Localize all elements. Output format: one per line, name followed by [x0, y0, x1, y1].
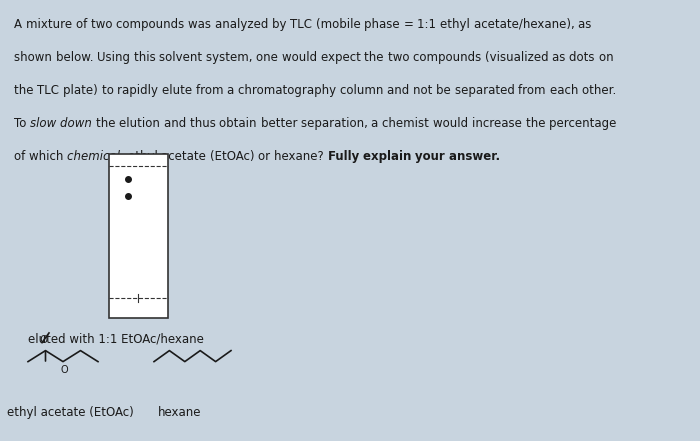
Text: increase: increase: [472, 117, 526, 130]
Text: elute: elute: [162, 84, 196, 97]
Text: of: of: [14, 150, 29, 163]
Text: separated: separated: [454, 84, 518, 97]
Text: be: be: [436, 84, 454, 97]
Text: compounds: compounds: [116, 18, 188, 30]
Text: the: the: [526, 117, 549, 130]
Text: two: two: [90, 18, 116, 30]
Text: 1:1: 1:1: [417, 18, 440, 30]
Text: and: and: [387, 84, 413, 97]
Text: answer.: answer.: [449, 150, 505, 163]
Text: TLC: TLC: [37, 84, 63, 97]
Text: chemical,: chemical,: [67, 150, 127, 163]
Text: the: the: [365, 51, 388, 64]
Text: as: as: [552, 51, 569, 64]
Text: two: two: [388, 51, 413, 64]
Text: TLC: TLC: [290, 18, 316, 30]
Text: other.: other.: [582, 84, 620, 97]
Text: would: would: [282, 51, 321, 64]
Text: ethyl: ethyl: [127, 150, 161, 163]
Text: down: down: [60, 117, 96, 130]
Text: by: by: [272, 18, 290, 30]
Text: chromatography: chromatography: [238, 84, 340, 97]
Text: and: and: [164, 117, 190, 130]
Text: the: the: [14, 84, 37, 97]
Text: the: the: [96, 117, 119, 130]
Text: your: your: [415, 150, 449, 163]
Text: phase: phase: [364, 18, 404, 30]
Text: would: would: [433, 117, 472, 130]
Text: not: not: [413, 84, 436, 97]
Text: thus: thus: [190, 117, 219, 130]
Text: expect: expect: [321, 51, 365, 64]
Text: hexane: hexane: [158, 406, 201, 419]
Text: each: each: [550, 84, 582, 97]
Text: a: a: [372, 117, 382, 130]
Text: rapidly: rapidly: [117, 84, 162, 97]
Text: from: from: [196, 84, 227, 97]
Text: To: To: [14, 117, 30, 130]
Text: analyzed: analyzed: [215, 18, 272, 30]
Text: below.: below.: [55, 51, 97, 64]
Text: as: as: [578, 18, 595, 30]
Text: shown: shown: [14, 51, 55, 64]
Text: (EtOAc): (EtOAc): [210, 150, 258, 163]
Text: percentage: percentage: [549, 117, 620, 130]
Text: explain: explain: [363, 150, 415, 163]
Text: (visualized: (visualized: [485, 51, 552, 64]
Text: A: A: [14, 18, 26, 30]
Text: a: a: [227, 84, 238, 97]
Text: Fully: Fully: [328, 150, 363, 163]
Text: plate): plate): [63, 84, 102, 97]
Text: from: from: [518, 84, 550, 97]
Text: of: of: [76, 18, 90, 30]
Text: eluted with 1:1 EtOAc/hexane: eluted with 1:1 EtOAc/hexane: [28, 333, 204, 346]
Text: column: column: [340, 84, 387, 97]
Text: slow: slow: [30, 117, 60, 130]
Text: ethyl: ethyl: [440, 18, 474, 30]
Text: on: on: [598, 51, 617, 64]
Text: acetate: acetate: [161, 150, 210, 163]
Text: was: was: [188, 18, 215, 30]
Text: chemist: chemist: [382, 117, 433, 130]
Text: one: one: [256, 51, 282, 64]
Text: which: which: [29, 150, 67, 163]
Text: obtain: obtain: [219, 117, 260, 130]
Text: ethyl acetate (EtOAc): ethyl acetate (EtOAc): [7, 406, 134, 419]
Text: compounds: compounds: [413, 51, 485, 64]
Text: O: O: [39, 335, 48, 344]
Text: dots: dots: [569, 51, 598, 64]
Text: to: to: [102, 84, 117, 97]
Text: O: O: [61, 365, 68, 374]
Text: solvent: solvent: [159, 51, 206, 64]
Text: mixture: mixture: [26, 18, 76, 30]
Text: acetate/hexane),: acetate/hexane),: [474, 18, 578, 30]
Text: Using: Using: [97, 51, 134, 64]
Bar: [108, 154, 168, 318]
Text: hexane?: hexane?: [274, 150, 328, 163]
Text: system,: system,: [206, 51, 256, 64]
Text: or: or: [258, 150, 274, 163]
Text: (mobile: (mobile: [316, 18, 364, 30]
Text: elution: elution: [119, 117, 164, 130]
Text: separation,: separation,: [301, 117, 372, 130]
Text: this: this: [134, 51, 159, 64]
Text: =: =: [404, 18, 417, 30]
Text: better: better: [260, 117, 301, 130]
